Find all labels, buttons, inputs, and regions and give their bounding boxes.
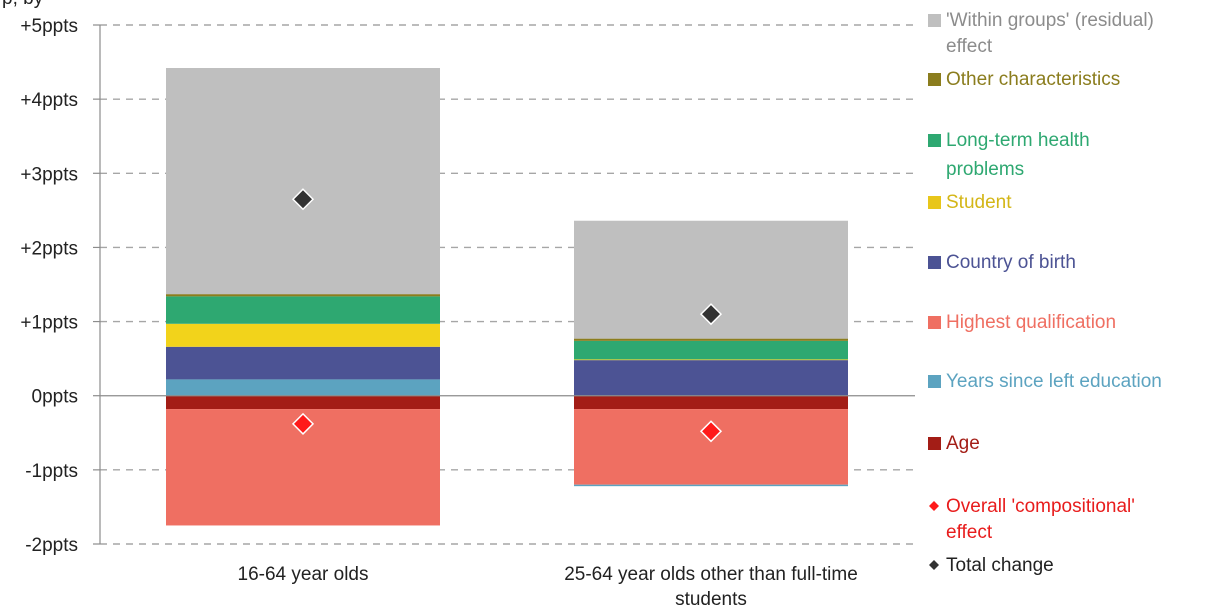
x-category-label: students xyxy=(675,589,747,607)
legend-swatch-highest-qualification xyxy=(928,316,941,329)
legend-label: 'Within groups' (residual) xyxy=(946,10,1154,31)
legend-swatch-years-since-left-education xyxy=(928,375,941,388)
legend-label: Other characteristics xyxy=(946,69,1120,90)
legend-label: Student xyxy=(946,192,1012,213)
legend-swatch-total-change xyxy=(929,560,939,570)
bar-segment-age xyxy=(574,395,848,410)
bar-segment-long-term-health-problems xyxy=(166,296,440,324)
marker-overall-compositional-effect xyxy=(291,412,315,435)
legend-label: Age xyxy=(946,433,980,454)
y-tick-label: +2ppts xyxy=(20,238,78,259)
legend-label: Years since left education xyxy=(946,371,1162,392)
legend-swatch-student xyxy=(928,196,941,209)
legend-label: Country of birth xyxy=(946,252,1076,273)
legend-swatch-age xyxy=(928,437,941,450)
bars xyxy=(166,68,848,526)
legend-swatch-within-groups-residual-effect xyxy=(928,14,941,27)
legend-label: Highest qualification xyxy=(946,312,1116,333)
y-tick-label: -1ppts xyxy=(25,461,78,482)
legend-label: effect xyxy=(946,522,993,543)
bar-segment-country-of-birth xyxy=(166,346,440,380)
y-tick-label: +1ppts xyxy=(20,313,78,334)
bar-segment-student xyxy=(166,323,440,347)
bar-segment-other-characteristics xyxy=(574,338,848,341)
y-tick-label: 0ppts xyxy=(32,387,78,408)
bar-segment-country-of-birth xyxy=(574,360,848,396)
legend-label: effect xyxy=(946,36,993,57)
legend-label: Overall 'compositional' xyxy=(946,496,1135,517)
x-category-label: 25-64 year olds other than full-time xyxy=(564,564,858,585)
markers xyxy=(291,188,723,443)
y-tick-label: +5ppts xyxy=(20,16,78,37)
x-category-label: 16-64 year olds xyxy=(238,564,369,585)
marker-total-change xyxy=(291,188,315,211)
bar-segment-other-characteristics xyxy=(166,294,440,297)
legend-swatch-overall-compositional-effect xyxy=(929,501,939,511)
bar-segment-student xyxy=(574,359,848,361)
y-tick-label: -2ppts xyxy=(25,535,78,556)
legend-label: Total change xyxy=(946,555,1054,576)
bar-segment-within-groups-residual-effect xyxy=(166,68,440,295)
legend: 'Within groups' (residual) effect Other ch… xyxy=(928,10,1162,576)
bar-segment-years-since-left-education xyxy=(574,484,848,487)
legend-label: problems xyxy=(946,159,1024,180)
legend-swatch-long-term-health-problems xyxy=(928,134,941,147)
axes: +5ppts +4ppts +3ppts +2ppts +1ppts 0ppts -1ppt… xyxy=(20,16,915,607)
legend-label: Long-term health xyxy=(946,130,1090,151)
bar-segment-age xyxy=(166,395,440,410)
chart-top-text: p, by xyxy=(2,0,44,9)
marker-overall-compositional-effect xyxy=(699,420,723,443)
legend-swatch-other-characteristics xyxy=(928,73,941,86)
marker-total-change xyxy=(699,303,723,326)
legend-swatch-country-of-birth xyxy=(928,256,941,269)
y-tick-label: +4ppts xyxy=(20,90,78,111)
bar-segment-long-term-health-problems xyxy=(574,340,848,360)
y-tick-label: +3ppts xyxy=(20,164,78,185)
bar-segment-years-since-left-education xyxy=(166,379,440,396)
